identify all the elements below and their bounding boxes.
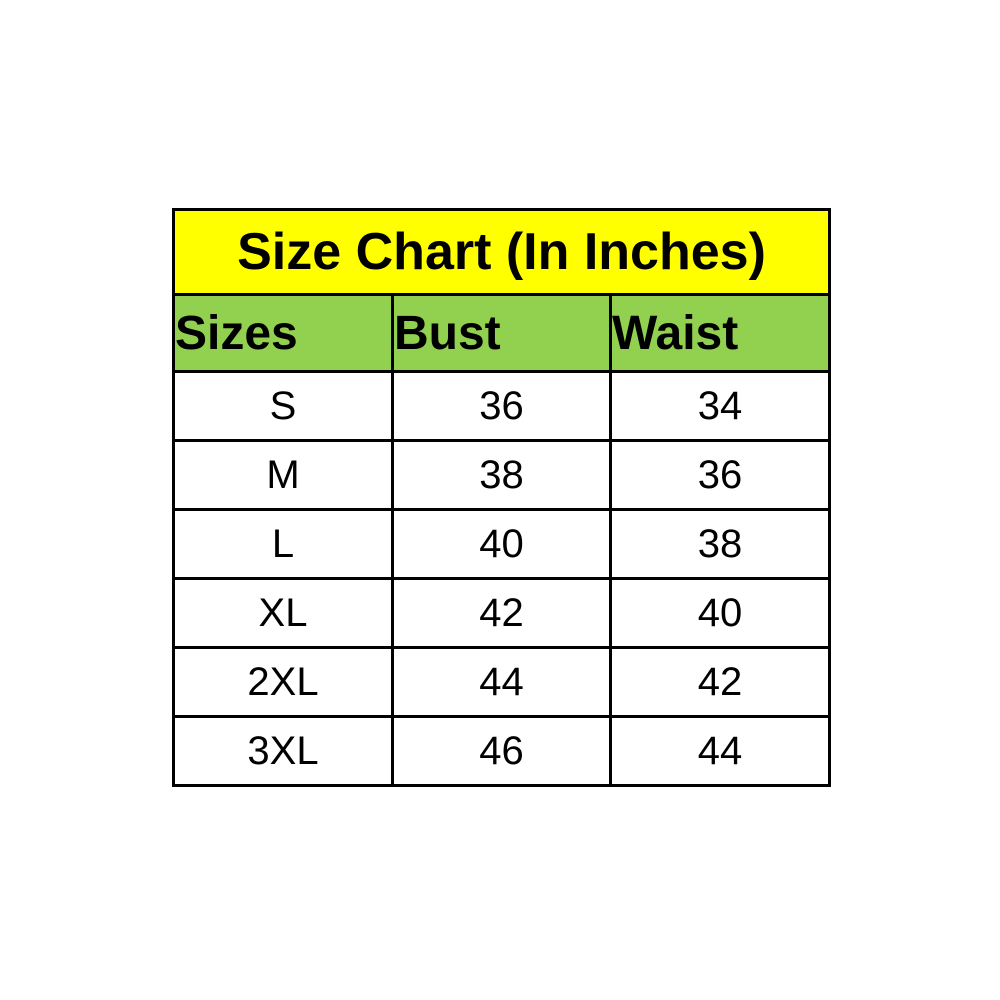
size-cell: XL — [172, 577, 394, 649]
bust-cell: 40 — [391, 508, 612, 580]
waist-cell: 34 — [608, 370, 832, 442]
bust-cell: 42 — [391, 577, 612, 649]
waist-cell: 42 — [608, 646, 832, 718]
table-row-s: S 36 34 — [172, 370, 832, 442]
column-header-sizes: Sizes — [172, 293, 394, 373]
bust-cell: 46 — [391, 715, 612, 787]
size-cell: L — [172, 508, 394, 580]
column-header-waist: Waist — [608, 293, 832, 373]
bust-cell: 44 — [391, 646, 612, 718]
chart-title: Size Chart (In Inches) — [171, 208, 832, 296]
size-cell: 2XL — [172, 646, 394, 718]
table-row-2xl: 2XL 44 42 — [172, 646, 832, 718]
table-row-m: M 38 36 — [172, 439, 832, 511]
waist-cell: 40 — [608, 577, 832, 649]
table-row-xl: XL 42 40 — [172, 577, 832, 649]
bust-cell: 38 — [391, 439, 612, 511]
column-header-bust: Bust — [391, 293, 612, 373]
header-row: Sizes Bust Waist — [172, 293, 832, 373]
waist-cell: 38 — [608, 508, 832, 580]
waist-cell: 36 — [608, 439, 832, 511]
title-row: Size Chart (In Inches) — [171, 208, 832, 296]
waist-cell: 44 — [608, 715, 832, 787]
table-row-l: L 40 38 — [172, 508, 832, 580]
table-row-3xl: 3XL 46 44 — [172, 715, 832, 787]
size-cell: 3XL — [172, 715, 394, 787]
size-cell: M — [172, 439, 394, 511]
bust-cell: 36 — [391, 370, 612, 442]
size-cell: S — [172, 370, 394, 442]
size-chart-table: Size Chart (In Inches) Sizes Bust Waist … — [171, 208, 832, 787]
